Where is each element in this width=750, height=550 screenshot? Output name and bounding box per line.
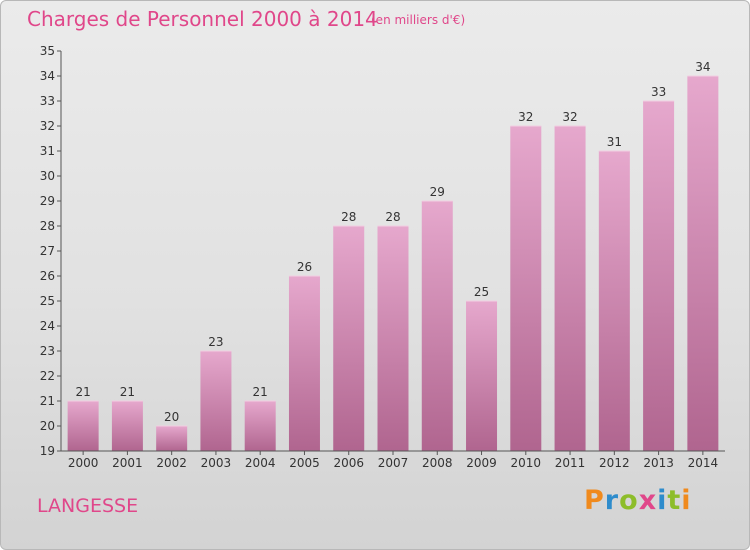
proxiti-logo: Proxiti: [584, 485, 692, 516]
y-tick-label-25: 25: [40, 294, 55, 308]
data-label-2010: 32: [518, 110, 533, 124]
data-label-2004: 21: [253, 385, 268, 399]
data-label-2011: 32: [562, 110, 577, 124]
y-tick-label-32: 32: [40, 119, 55, 133]
y-tick-label-19: 19: [40, 444, 55, 458]
bar-2010: [510, 126, 542, 451]
data-label-2001: 21: [120, 385, 135, 399]
data-label-2007: 28: [385, 210, 400, 224]
bar-2012: [598, 151, 630, 451]
bar-2002: [156, 426, 188, 451]
x-tick-label-2004: 2004: [245, 456, 276, 470]
data-label-2013: 33: [651, 85, 666, 99]
y-tick-label-29: 29: [40, 194, 55, 208]
y-tick-label-31: 31: [40, 144, 55, 158]
bar-2014: [687, 76, 719, 451]
chart-subtitle: (en milliers d'€): [371, 13, 466, 27]
x-tick-label-2000: 2000: [68, 456, 99, 470]
y-tick-label-35: 35: [40, 44, 55, 58]
data-label-2008: 29: [430, 185, 445, 199]
y-tick-label-21: 21: [40, 394, 55, 408]
bar-2004: [244, 401, 276, 451]
y-tick-label-24: 24: [40, 319, 55, 333]
data-label-2005: 26: [297, 260, 312, 274]
y-tick-label-22: 22: [40, 369, 55, 383]
data-label-2003: 23: [208, 335, 223, 349]
x-tick-label-2014: 2014: [688, 456, 719, 470]
bar-2011: [554, 126, 586, 451]
x-tick-label-2009: 2009: [466, 456, 497, 470]
data-label-2014: 34: [695, 60, 710, 74]
x-tick-label-2011: 2011: [555, 456, 586, 470]
chart-title: Charges de Personnel 2000 à 2014: [27, 7, 378, 31]
data-label-2012: 31: [607, 135, 622, 149]
y-tick-label-34: 34: [40, 69, 55, 83]
data-label-2009: 25: [474, 285, 489, 299]
bar-2000: [67, 401, 99, 451]
bar-2006: [333, 226, 365, 451]
y-tick-label-27: 27: [40, 244, 55, 258]
y-tick-label-33: 33: [40, 94, 55, 108]
x-tick-label-2005: 2005: [289, 456, 320, 470]
bar-2009: [466, 301, 498, 451]
x-tick-label-2010: 2010: [511, 456, 542, 470]
x-tick-label-2003: 2003: [201, 456, 232, 470]
y-tick-label-20: 20: [40, 419, 55, 433]
data-label-2000: 21: [75, 385, 90, 399]
x-tick-label-2007: 2007: [378, 456, 409, 470]
y-tick-label-28: 28: [40, 219, 55, 233]
x-tick-label-2001: 2001: [112, 456, 143, 470]
x-tick-label-2006: 2006: [333, 456, 364, 470]
x-tick-label-2002: 2002: [156, 456, 187, 470]
x-tick-label-2008: 2008: [422, 456, 453, 470]
bar-2005: [288, 276, 320, 451]
y-tick-label-30: 30: [40, 169, 55, 183]
data-label-2006: 28: [341, 210, 356, 224]
bar-2001: [111, 401, 143, 451]
x-tick-label-2013: 2013: [643, 456, 674, 470]
bar-2007: [377, 226, 409, 451]
data-label-2002: 20: [164, 410, 179, 424]
bar-2013: [643, 101, 675, 451]
x-tick-label-2012: 2012: [599, 456, 630, 470]
y-tick-label-23: 23: [40, 344, 55, 358]
bar-2008: [421, 201, 453, 451]
y-tick-label-26: 26: [40, 269, 55, 283]
commune-name: LANGESSE: [37, 495, 139, 517]
bar-2003: [200, 351, 232, 451]
